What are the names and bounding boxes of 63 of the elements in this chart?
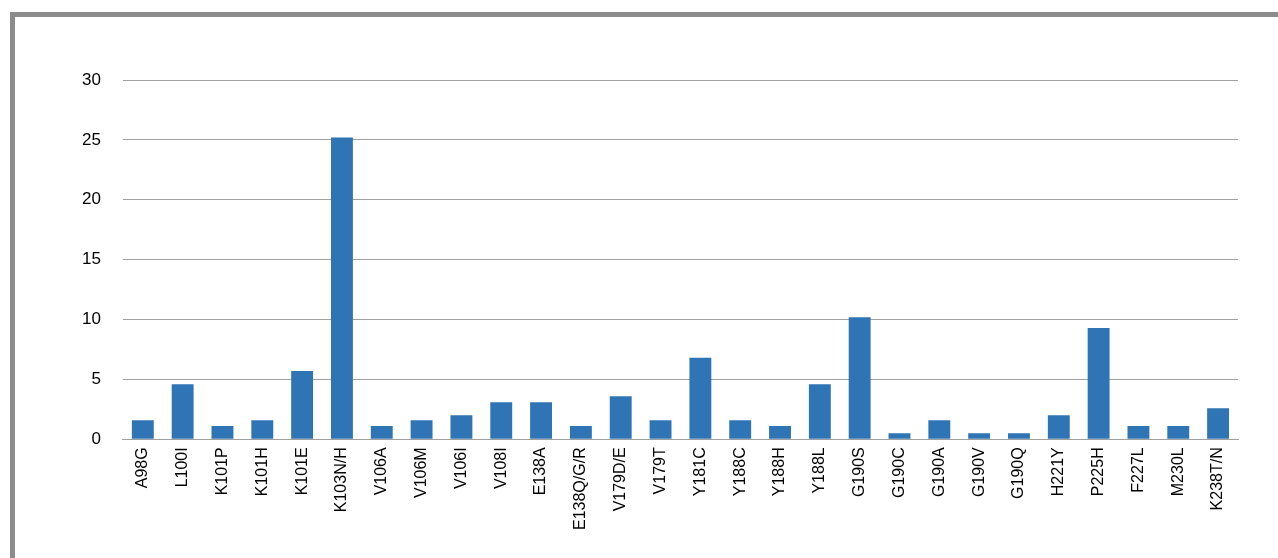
bar [1008, 433, 1030, 439]
x-tick-label: L100I [173, 447, 191, 488]
x-tick-label: M230L [1168, 447, 1186, 497]
x-tick-label: E138A [531, 446, 549, 496]
x-tick-label: V106M [412, 447, 429, 498]
bar [211, 426, 234, 439]
x-tick-label: Y188L [810, 447, 828, 494]
bar [131, 420, 154, 439]
x-tick-label: V106A [372, 446, 390, 496]
bar [251, 420, 274, 439]
y-tick-label: 15 [81, 249, 101, 269]
bar [490, 402, 513, 439]
y-tick-label: 25 [81, 129, 101, 149]
bar [1047, 415, 1070, 439]
bar [769, 426, 791, 439]
bar [968, 433, 991, 439]
x-tick-label: Y188C [730, 447, 748, 497]
x-tick-label: G190C [889, 447, 907, 498]
bar [330, 137, 353, 439]
bar [1127, 426, 1150, 439]
x-tick-label: G190V [969, 446, 987, 498]
x-tick-label: K238T/N [1208, 447, 1226, 511]
x-tick-label: K101H [252, 447, 270, 497]
bar [1167, 426, 1190, 439]
bar [410, 420, 433, 439]
x-tick-label: Y181C [690, 447, 708, 497]
x-tick-label: Y188H [770, 447, 788, 497]
x-tick-label: K103N/H [332, 447, 350, 513]
bar [729, 420, 752, 439]
bar [569, 426, 592, 439]
x-tick-label: G190Q [1009, 447, 1027, 499]
bar [1207, 408, 1230, 439]
y-tick-label: 5 [91, 369, 101, 389]
y-tick-label: 0 [91, 428, 101, 448]
bar [689, 357, 712, 439]
x-tick-label: A98G [133, 447, 151, 489]
x-tick-label: V179D/E [611, 447, 629, 512]
bar [530, 402, 553, 439]
x-tick-label: G190S [850, 447, 868, 498]
bar [808, 384, 831, 439]
bar [1087, 327, 1110, 439]
y-tick-label: 10 [81, 309, 101, 329]
bar [848, 317, 871, 439]
bar [171, 384, 194, 439]
bar [649, 420, 672, 439]
bar [928, 420, 951, 439]
bar [888, 433, 911, 439]
x-tick-label: P225H [1089, 447, 1107, 497]
bar [370, 426, 393, 439]
x-tick-label: G190A [929, 446, 947, 498]
x-tick-label: V179T [650, 447, 668, 495]
bar [609, 396, 632, 439]
x-tick-label: H221Y [1049, 446, 1067, 497]
bar [450, 415, 473, 439]
x-tick-label: V106I [451, 447, 469, 490]
y-tick-label: 30 [81, 69, 101, 89]
x-tick-label: K101P [212, 447, 230, 496]
x-tick-label: F227L [1128, 447, 1146, 493]
x-tick-label: K101E [292, 447, 310, 496]
x-tick-label: V108I [491, 447, 509, 490]
x-tick-label: E138Q/G/R [571, 447, 589, 530]
y-tick-label: 20 [81, 189, 101, 209]
bar [291, 371, 314, 439]
